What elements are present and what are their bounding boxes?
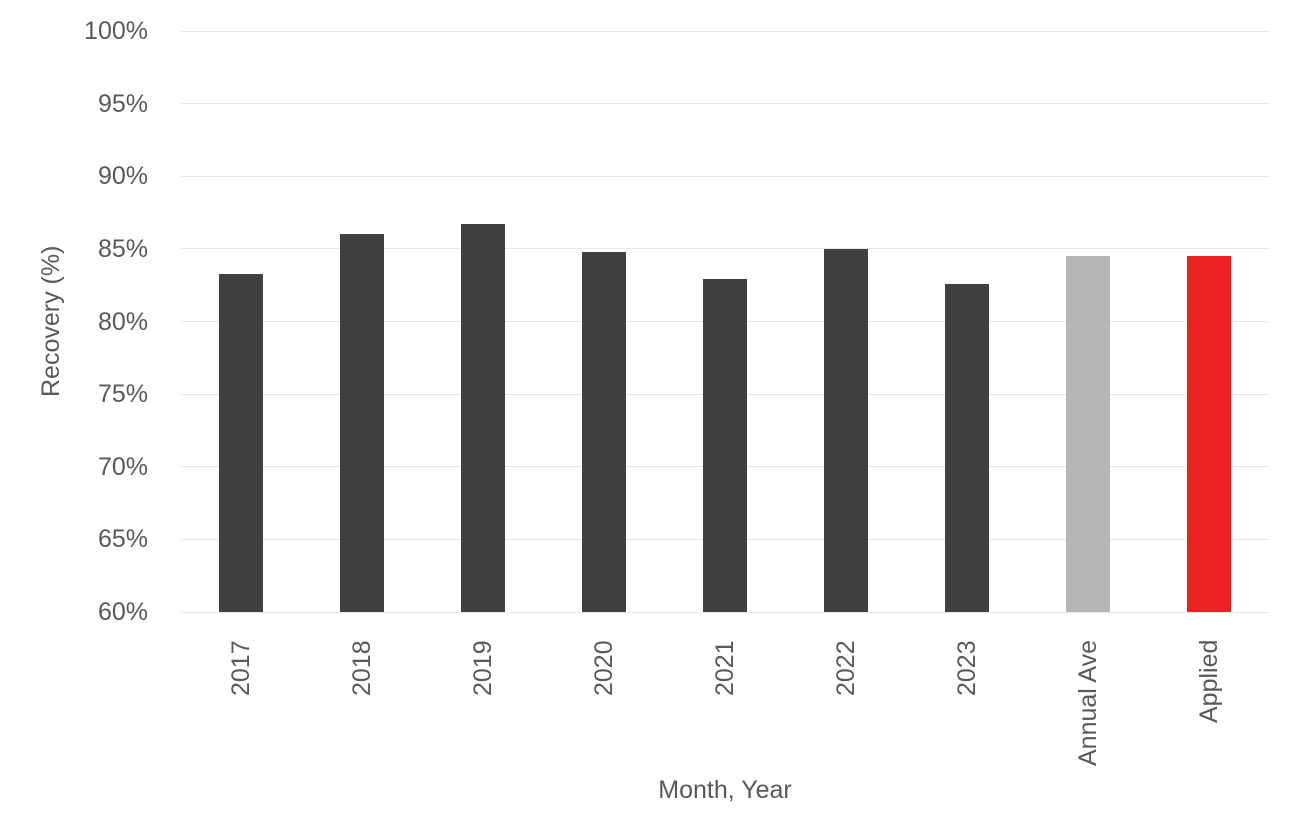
y-tick-label: 85% <box>97 234 148 263</box>
bar-applied <box>1186 256 1231 612</box>
y-tick-label: 100% <box>84 17 148 45</box>
y-tick-label: 65% <box>97 525 148 554</box>
plot-area <box>181 30 1269 613</box>
gridline <box>181 611 1269 613</box>
y-tick-label: 60% <box>97 598 148 626</box>
gridline <box>181 103 1269 105</box>
bar-2018 <box>340 234 385 612</box>
bar-2020 <box>582 251 627 612</box>
bar-2019 <box>461 224 506 612</box>
bar-annual-ave <box>1065 256 1110 612</box>
bar-2022 <box>823 248 868 612</box>
bar-2023 <box>944 283 989 612</box>
gridline <box>181 30 1269 32</box>
gridline <box>181 175 1269 177</box>
y-tick-label: 80% <box>97 307 148 336</box>
y-tick-label: 75% <box>97 380 148 409</box>
y-tick-label: 70% <box>97 452 148 481</box>
y-tick-label: 95% <box>97 89 148 118</box>
gridline <box>181 248 1269 250</box>
y-tick-label: 90% <box>97 162 148 191</box>
bar-2017 <box>219 273 264 612</box>
bar-2021 <box>703 279 747 612</box>
x-axis-title: Month, Year <box>658 776 792 804</box>
